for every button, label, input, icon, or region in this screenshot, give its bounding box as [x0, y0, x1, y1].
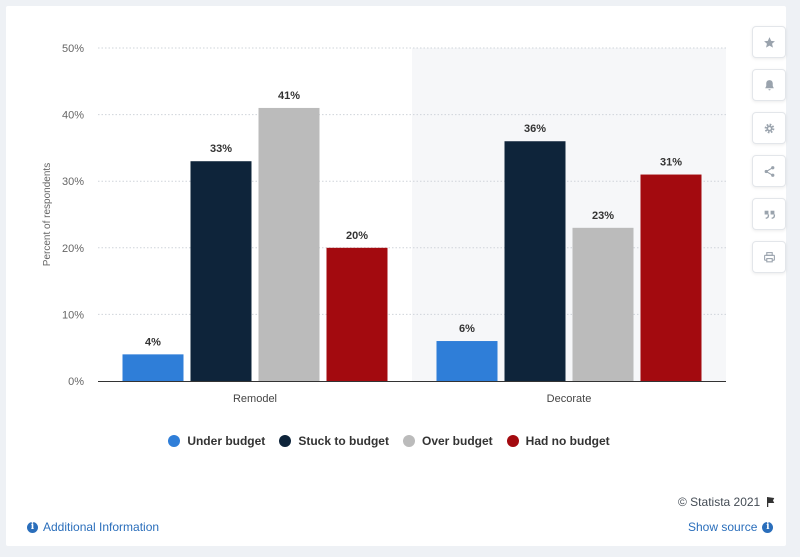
- legend-item[interactable]: Under budget: [168, 434, 265, 448]
- bar-under-budget: [122, 354, 184, 381]
- info-icon: i: [27, 521, 38, 533]
- bar-stuck-to-budget: [504, 141, 566, 381]
- y-tick-label: 40%: [62, 110, 84, 122]
- toolbar: [752, 26, 786, 284]
- print-icon: [763, 251, 775, 262]
- data-label: 36%: [524, 123, 546, 135]
- bar-had-no-budget: [640, 174, 702, 381]
- y-axis-label: Percent of respondents: [42, 163, 53, 266]
- legend-label: Stuck to budget: [298, 434, 389, 448]
- y-tick-label: 10%: [62, 309, 84, 321]
- data-label: 23%: [592, 210, 614, 222]
- legend-item[interactable]: Stuck to budget: [279, 434, 389, 448]
- data-label: 20%: [346, 230, 368, 242]
- flag-icon[interactable]: [765, 496, 777, 508]
- bell-icon: [764, 79, 774, 90]
- print-button[interactable]: [752, 241, 786, 273]
- y-tick-label: 30%: [62, 176, 84, 188]
- x-tick-label: Remodel: [233, 393, 277, 405]
- favorite-button[interactable]: [752, 26, 786, 58]
- bar-chart: 0% 10% 20% 30% 40% 50% Percent of respondents 4…: [42, 43, 726, 405]
- info-icon: i: [762, 521, 774, 533]
- chart-legend: Under budget Stuck to budget Over budget Ha…: [6, 434, 772, 448]
- bar-had-no-budget: [326, 247, 388, 381]
- data-label: 4%: [145, 336, 161, 348]
- additional-info-link[interactable]: i Additional Information: [27, 520, 159, 534]
- data-label: 41%: [278, 90, 300, 102]
- y-tick-label: 50%: [62, 43, 84, 55]
- legend-swatch: [279, 435, 292, 447]
- bar-over-budget: [572, 227, 634, 381]
- legend-label: Had no budget: [525, 434, 610, 448]
- share-button[interactable]: [752, 155, 786, 187]
- legend-swatch: [168, 435, 181, 447]
- statista-credit: © Statista 2021: [678, 495, 777, 509]
- star-icon: [763, 36, 775, 48]
- legend-label: Under budget: [187, 434, 266, 448]
- data-label: 33%: [210, 143, 232, 155]
- bar-over-budget: [258, 107, 320, 381]
- bar-under-budget: [436, 341, 498, 381]
- legend-item[interactable]: Over budget: [402, 434, 493, 448]
- legend-swatch: [506, 435, 519, 447]
- show-source-label: Show source: [688, 520, 758, 534]
- y-tick-label: 0%: [68, 376, 84, 388]
- y-tick-label: 20%: [62, 243, 84, 255]
- additional-info-label: Additional Information: [43, 520, 160, 534]
- notification-button[interactable]: [752, 69, 786, 101]
- data-label: 31%: [660, 157, 682, 169]
- quote-icon: [764, 210, 775, 219]
- chart-card: 0% 10% 20% 30% 40% 50% Percent of respondents 4…: [6, 6, 786, 546]
- share-icon: [764, 165, 774, 177]
- gear-icon: [764, 123, 774, 133]
- settings-button[interactable]: [752, 112, 786, 144]
- cite-button[interactable]: [752, 198, 786, 230]
- legend-item[interactable]: Had no budget: [506, 434, 610, 448]
- x-tick-label: Decorate: [547, 393, 592, 405]
- data-label: 6%: [459, 323, 475, 335]
- legend-swatch: [402, 435, 415, 447]
- bar-stuck-to-budget: [190, 161, 252, 381]
- legend-label: Over budget: [421, 434, 493, 448]
- credit-text: © Statista 2021: [678, 495, 761, 509]
- show-source-link[interactable]: Show source i: [688, 520, 774, 534]
